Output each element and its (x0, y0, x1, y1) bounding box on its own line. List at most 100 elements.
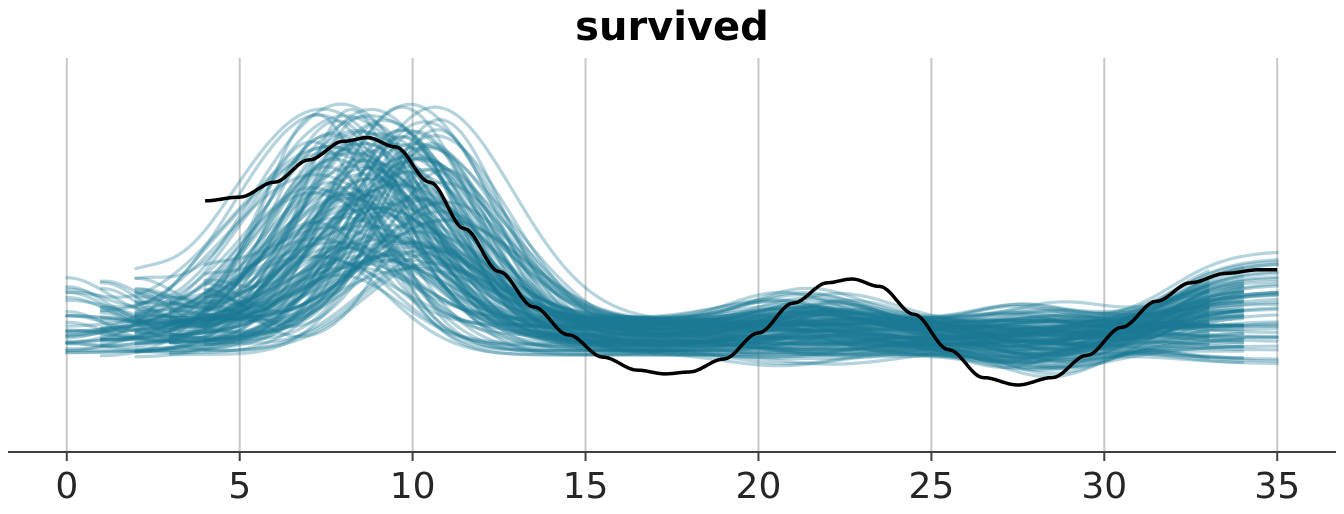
sample-curve (65, 183, 1245, 328)
sample-curve (168, 191, 1245, 331)
sample-curve (134, 200, 1210, 334)
sample-curve (99, 214, 1210, 346)
sample-curve (203, 201, 1210, 360)
sample-curve (134, 254, 1245, 371)
sample-curve (65, 180, 1279, 361)
sample-curve (168, 230, 1245, 349)
sample-curve (134, 202, 1210, 320)
sample-curve (203, 154, 1245, 348)
sample-curve (65, 146, 1210, 368)
sample-curve (203, 120, 1279, 325)
sample-curve (65, 130, 1279, 320)
x-tick-label: 10 (390, 466, 436, 507)
sample-curve (168, 140, 1279, 366)
sample-curve (99, 239, 1279, 332)
sample-curve (203, 169, 1245, 353)
sample-curve (168, 134, 1210, 355)
chart-title: survived (575, 4, 769, 50)
sample-curve (168, 261, 1279, 336)
sample-curve (99, 240, 1210, 360)
sample-curve (134, 128, 1279, 351)
grid-lines (65, 58, 1279, 452)
x-tick-label: 20 (736, 466, 782, 507)
sample-curve (134, 162, 1279, 340)
sample-curve (203, 240, 1210, 379)
sample-curve (134, 209, 1279, 336)
sample-curve (65, 258, 1245, 343)
sample-curve (134, 153, 1210, 347)
sample-curve (134, 261, 1279, 363)
sample-curve (65, 105, 1279, 328)
sample-curve (99, 217, 1210, 334)
sample-curve (134, 129, 1210, 357)
sample-curve (134, 240, 1245, 332)
sample-curve (99, 264, 1245, 363)
sample-curve (65, 186, 1279, 343)
sample-curve (134, 215, 1279, 359)
sample-curve (65, 210, 1210, 344)
sample-curve (65, 192, 1245, 338)
x-tick-label: 35 (1254, 466, 1300, 507)
sample-curve (65, 181, 1279, 351)
sample-curve (203, 249, 1279, 371)
mean-curve-layer (205, 135, 1278, 387)
sample-curve (168, 122, 1210, 351)
sample-curve (99, 189, 1210, 342)
sample-curve (65, 186, 1245, 340)
sample-curve (99, 135, 1210, 360)
sample-curve (168, 136, 1245, 347)
sample-curve (65, 266, 1245, 365)
sample-curve (134, 206, 1279, 332)
sample-curve (65, 131, 1245, 353)
sample-curve (65, 128, 1279, 345)
sample-curve (168, 198, 1245, 358)
sample-curve (99, 193, 1279, 342)
sample-curve (168, 144, 1279, 334)
sample-curve (168, 118, 1245, 339)
sample-curve (99, 132, 1210, 355)
sample-curve (65, 170, 1245, 347)
sample-curve (168, 119, 1279, 359)
sample-curves (65, 102, 1279, 379)
sample-curve (203, 149, 1279, 358)
sample-curve (134, 167, 1279, 345)
sample-curve (65, 164, 1245, 345)
sample-curve (134, 254, 1245, 336)
sample-curve (99, 221, 1245, 330)
x-tick-label: 30 (1081, 466, 1127, 507)
sample-curve (134, 253, 1279, 360)
sample-curve (203, 205, 1245, 347)
sample-curve (203, 107, 1245, 335)
sample-curve (134, 236, 1210, 337)
sample-curve (99, 261, 1279, 370)
sample-curve (99, 164, 1210, 341)
x-tick-label: 0 (55, 466, 78, 507)
sample-curve (134, 195, 1245, 357)
sample-curve (134, 224, 1210, 354)
sample-curve (99, 207, 1245, 351)
sample-curve (168, 156, 1210, 330)
sample-curve (134, 166, 1245, 331)
sample-curve (65, 245, 1279, 341)
sample-curve (168, 133, 1245, 356)
sample-curve (99, 203, 1210, 330)
sample-curve (134, 142, 1210, 354)
sample-curve (134, 102, 1279, 352)
sample-curve (168, 107, 1245, 345)
sample-curve (203, 206, 1210, 342)
sample-curve (65, 258, 1279, 339)
sample-curve (99, 118, 1210, 348)
sample-curve (65, 135, 1279, 357)
sample-curve (134, 238, 1279, 320)
sample-curve (168, 189, 1245, 366)
sample-curve (99, 151, 1245, 341)
sample-curve (134, 107, 1210, 344)
sample-curve (65, 224, 1245, 353)
x-axis: 0 5 10 15 20 25 30 35 (8, 451, 1336, 507)
sample-curve (134, 151, 1210, 376)
sample-curve (168, 167, 1245, 347)
sample-curve (203, 253, 1210, 366)
sample-curve (203, 241, 1210, 337)
